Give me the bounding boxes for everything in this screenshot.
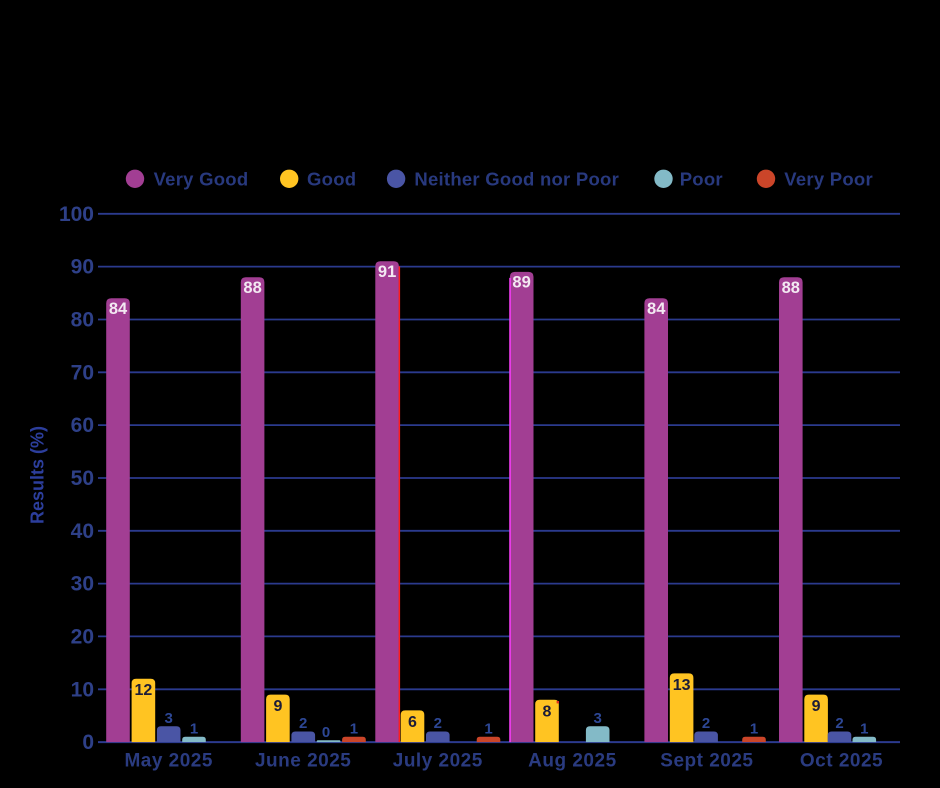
svg-text:2: 2 (434, 715, 442, 732)
svg-text:6: 6 (408, 714, 417, 731)
svg-text:88: 88 (782, 279, 800, 297)
svg-text:50: 50 (71, 467, 94, 490)
svg-text:Oct 2025: Oct 2025 (800, 751, 883, 772)
svg-text:Very Poor: Very Poor (784, 169, 873, 190)
svg-text:2: 2 (702, 715, 710, 732)
svg-text:1: 1 (190, 720, 198, 737)
svg-text:1: 1 (860, 720, 868, 737)
svg-text:40: 40 (71, 520, 94, 543)
svg-text:Good: Good (307, 169, 356, 190)
svg-text:13: 13 (673, 677, 691, 694)
svg-text:May 2025: May 2025 (124, 751, 213, 772)
svg-text:60: 60 (71, 414, 94, 437)
svg-text:30: 30 (71, 573, 94, 596)
svg-text:10: 10 (71, 678, 94, 701)
svg-text:July 2025: July 2025 (393, 751, 483, 772)
svg-text:88: 88 (243, 279, 261, 297)
svg-text:1: 1 (750, 720, 758, 737)
svg-text:84: 84 (647, 300, 666, 318)
svg-text:9: 9 (812, 698, 821, 715)
svg-text:8: 8 (543, 703, 552, 720)
svg-text:3: 3 (165, 710, 173, 727)
svg-text:100: 100 (59, 203, 94, 226)
svg-text:3: 3 (594, 710, 602, 727)
svg-text:84: 84 (109, 300, 128, 318)
svg-text:12: 12 (135, 682, 153, 699)
svg-text:Poor: Poor (680, 169, 723, 190)
svg-text:1: 1 (350, 720, 358, 737)
svg-text:91: 91 (378, 263, 396, 281)
svg-text:0: 0 (322, 724, 330, 741)
svg-text:Neither Good nor Poor: Neither Good nor Poor (414, 169, 619, 190)
svg-text:Results (%): Results (%) (28, 426, 48, 524)
svg-text:9: 9 (273, 698, 282, 715)
svg-text:20: 20 (71, 625, 94, 648)
svg-text:Sept 2025: Sept 2025 (660, 751, 753, 772)
svg-text:June 2025: June 2025 (255, 751, 351, 772)
svg-text:80: 80 (71, 309, 94, 332)
svg-text:Aug 2025: Aug 2025 (528, 751, 616, 772)
svg-text:1: 1 (484, 720, 492, 737)
svg-text:70: 70 (71, 361, 94, 384)
svg-text:90: 90 (71, 256, 94, 279)
svg-text:89: 89 (512, 274, 530, 292)
svg-text:2: 2 (835, 715, 843, 732)
svg-text:Very Good: Very Good (154, 169, 249, 190)
svg-text:0: 0 (82, 731, 94, 754)
svg-text:2: 2 (299, 715, 307, 732)
